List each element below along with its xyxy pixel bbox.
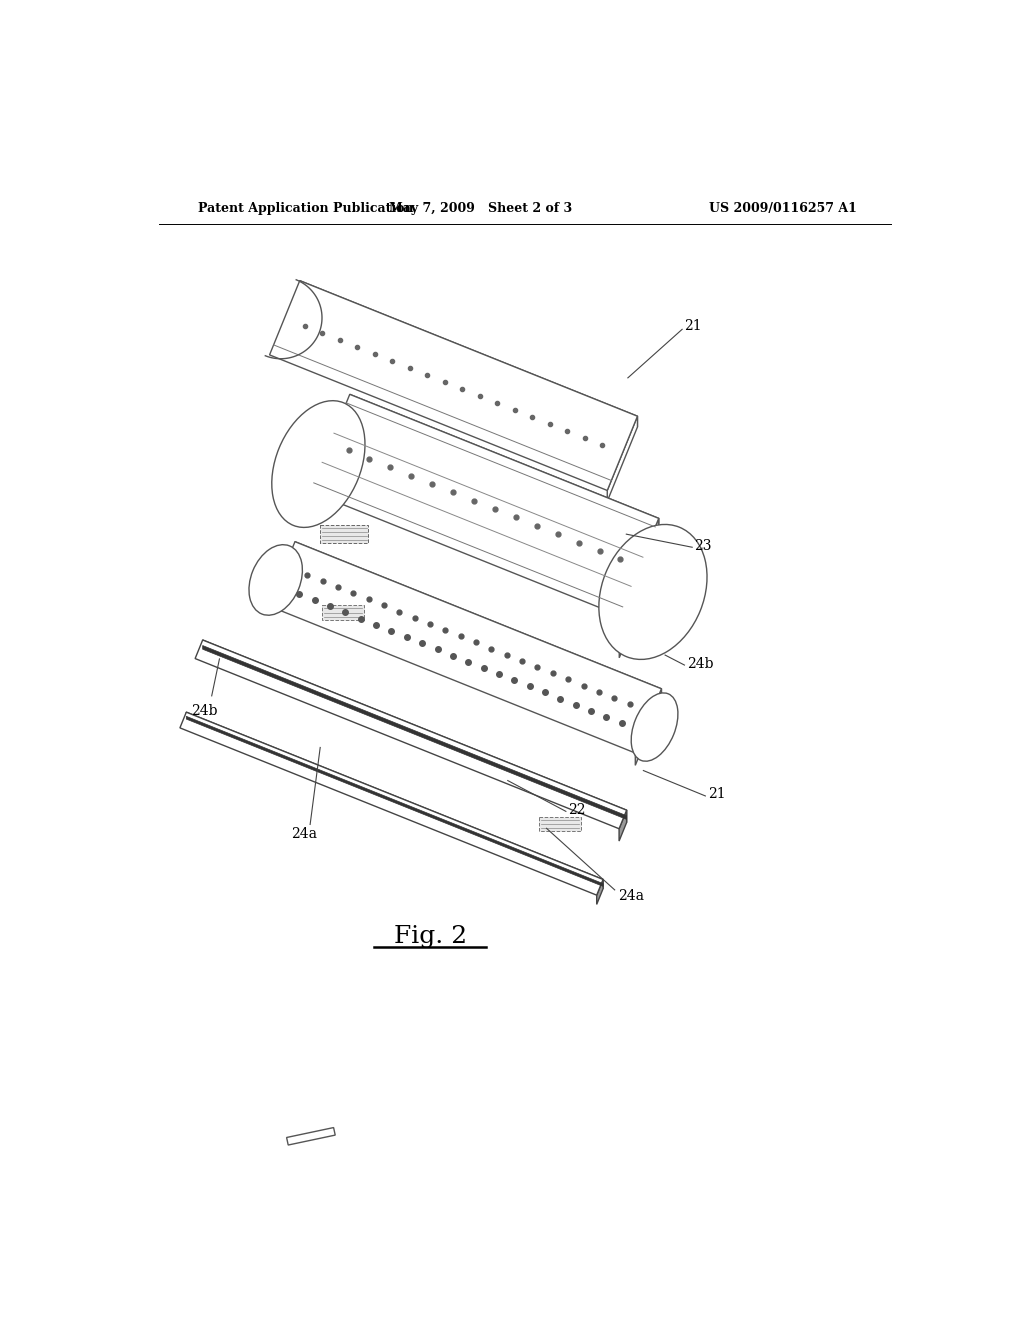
Polygon shape (350, 395, 658, 561)
Polygon shape (269, 281, 638, 491)
Polygon shape (620, 810, 627, 841)
Polygon shape (635, 689, 662, 766)
Polygon shape (287, 1127, 335, 1144)
Text: 24b: 24b (191, 705, 218, 718)
Polygon shape (196, 640, 627, 829)
FancyBboxPatch shape (321, 525, 369, 544)
FancyBboxPatch shape (322, 605, 365, 620)
Polygon shape (186, 717, 603, 887)
Text: 24a: 24a (291, 828, 316, 841)
Polygon shape (300, 281, 638, 426)
FancyBboxPatch shape (539, 817, 582, 832)
Polygon shape (597, 879, 603, 904)
Polygon shape (203, 645, 627, 820)
Ellipse shape (599, 524, 707, 660)
Text: 23: 23 (694, 539, 712, 553)
Text: US 2009/0116257 A1: US 2009/0116257 A1 (709, 202, 856, 215)
Ellipse shape (271, 401, 365, 528)
Text: 24b: 24b (687, 656, 714, 671)
Ellipse shape (631, 693, 678, 762)
Polygon shape (180, 713, 603, 895)
Text: Fig. 2: Fig. 2 (393, 924, 467, 948)
Text: 21: 21 (684, 319, 702, 333)
Ellipse shape (249, 545, 302, 615)
Text: Patent Application Publication: Patent Application Publication (198, 202, 414, 215)
Polygon shape (620, 519, 658, 657)
Polygon shape (269, 541, 662, 752)
Text: 24a: 24a (617, 890, 644, 903)
Polygon shape (295, 541, 662, 701)
Polygon shape (186, 713, 603, 888)
Polygon shape (607, 416, 638, 502)
Text: May 7, 2009   Sheet 2 of 3: May 7, 2009 Sheet 2 of 3 (389, 202, 572, 215)
Text: 22: 22 (568, 803, 586, 817)
Polygon shape (310, 395, 658, 615)
Polygon shape (203, 640, 627, 822)
Text: 21: 21 (708, 788, 725, 801)
